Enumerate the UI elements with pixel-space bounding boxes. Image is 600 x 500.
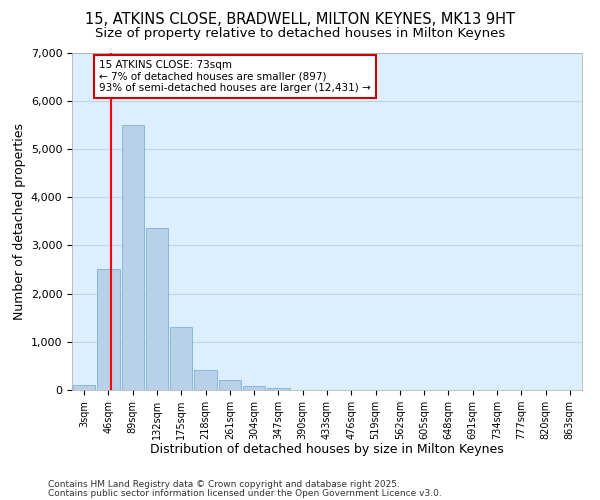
Text: 15, ATKINS CLOSE, BRADWELL, MILTON KEYNES, MK13 9HT: 15, ATKINS CLOSE, BRADWELL, MILTON KEYNE…: [85, 12, 515, 28]
Bar: [146, 228, 168, 390]
Text: 15 ATKINS CLOSE: 73sqm
← 7% of detached houses are smaller (897)
93% of semi-det: 15 ATKINS CLOSE: 73sqm ← 7% of detached …: [99, 60, 370, 93]
Bar: [73, 385, 95, 390]
Bar: [97, 270, 119, 390]
Text: Size of property relative to detached houses in Milton Keynes: Size of property relative to detached ho…: [95, 28, 505, 40]
X-axis label: Distribution of detached houses by size in Milton Keynes: Distribution of detached houses by size …: [150, 444, 504, 456]
Y-axis label: Number of detached properties: Number of detached properties: [13, 122, 26, 320]
Text: Contains public sector information licensed under the Open Government Licence v3: Contains public sector information licen…: [48, 488, 442, 498]
Bar: [122, 125, 144, 390]
Bar: [218, 380, 241, 390]
Bar: [170, 328, 193, 390]
Bar: [267, 388, 290, 390]
Bar: [243, 386, 265, 390]
Bar: [194, 370, 217, 390]
Text: Contains HM Land Registry data © Crown copyright and database right 2025.: Contains HM Land Registry data © Crown c…: [48, 480, 400, 489]
